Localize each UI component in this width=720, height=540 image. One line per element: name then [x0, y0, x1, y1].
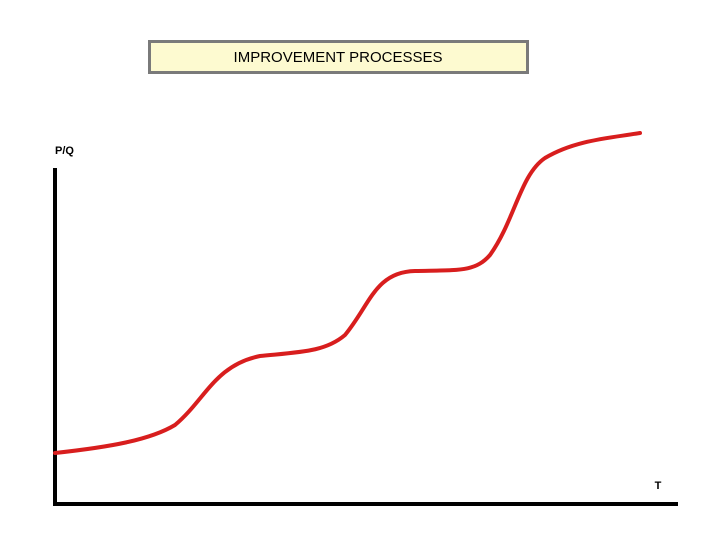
- improvement-curve: [53, 131, 642, 455]
- title: IMPROVEMENT PROCESSES: [234, 49, 443, 66]
- x-axis-label: T: [655, 480, 662, 492]
- title-box: [148, 40, 529, 74]
- y-axis-label: P/Q: [55, 145, 74, 157]
